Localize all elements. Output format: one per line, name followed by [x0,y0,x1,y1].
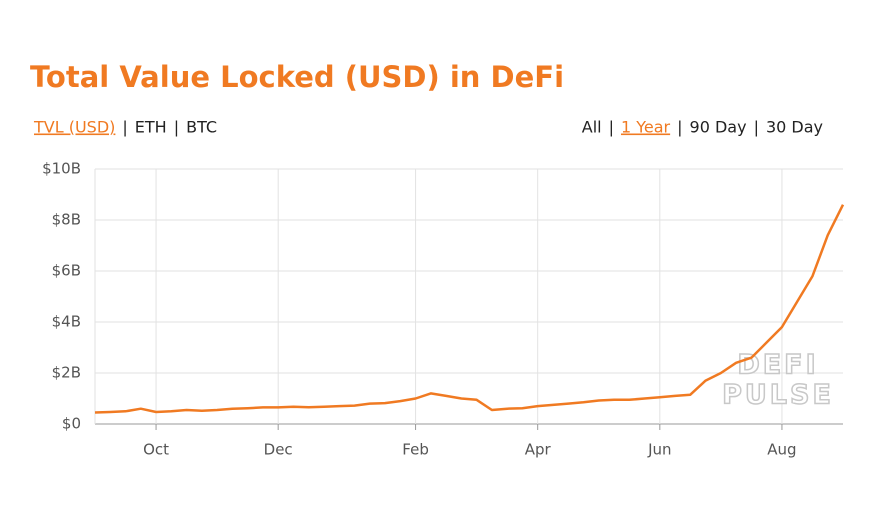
x-tick-label: Feb [402,441,429,459]
plot: $0 $2B $4B $6B $8B $10B Oct Dec Feb Apr Jun Aug DEFI… [42,160,845,459]
x-tick-label: Apr [525,441,552,459]
watermark: PULSE [722,380,834,411]
page-title: Total Value Locked (USD) in DeFi [30,60,564,94]
unit-tab[interactable]: ETH [135,118,167,137]
range-tabs: All | 1 Year | 90 Day | 30 Day [582,118,823,137]
x-tick-label: Aug [767,441,796,459]
tabs: TVL (USD) | ETH | BTC All | 1 Year | 90 Day | 30 Da… [33,118,823,137]
watermark: DEFI [737,350,818,381]
separator: | [609,118,614,137]
unit-tab[interactable]: TVL (USD) [33,118,115,137]
range-tab[interactable]: All [582,118,602,137]
range-tab[interactable]: 30 Day [766,118,823,137]
y-tick-label: $4B [52,313,81,331]
range-tab[interactable]: 90 Day [690,118,747,137]
separator: | [754,118,759,137]
x-tick-label: Jun [647,441,671,459]
y-tick-label: $6B [52,262,81,280]
y-tick-label: $2B [52,364,81,382]
separator: | [677,118,682,137]
y-tick-label: $10B [42,160,81,178]
y-tick-label: $8B [52,211,81,229]
range-tab[interactable]: 1 Year [621,118,671,137]
tvl-line [94,204,845,414]
y-tick-label: $0 [62,415,81,433]
separator: | [174,118,179,137]
unit-tab[interactable]: BTC [186,118,217,137]
x-tick-label: Dec [264,441,293,459]
x-tick-label: Oct [143,441,169,459]
separator: | [122,118,127,137]
